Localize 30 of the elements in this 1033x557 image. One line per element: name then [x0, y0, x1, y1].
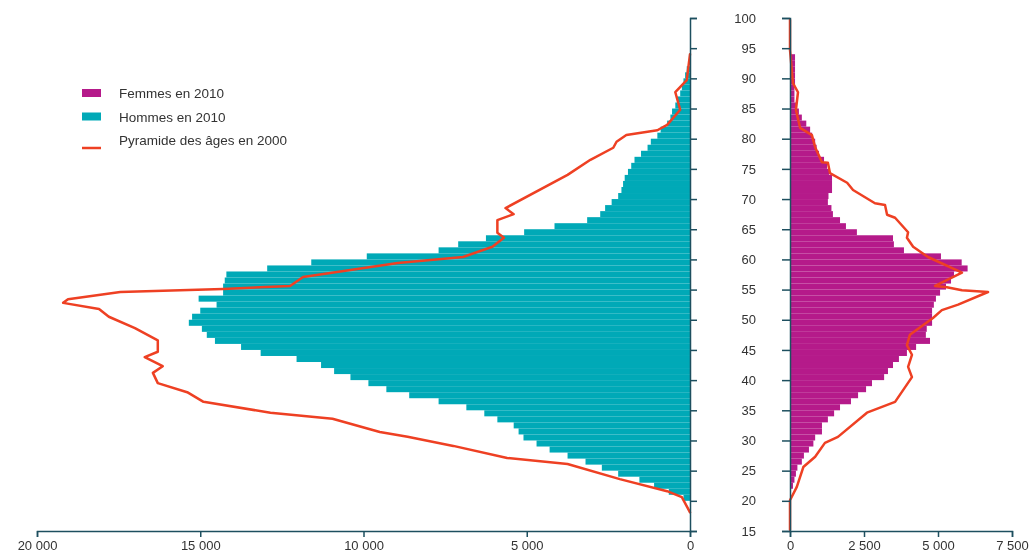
y-tick-label: 85 [741, 101, 756, 117]
x-tick-label: 10 000 [344, 538, 384, 554]
y-tick-label: 35 [741, 402, 756, 418]
y-tick-label: 65 [741, 221, 756, 237]
y-tick-label: 90 [741, 71, 756, 87]
x-tick-label: 5 000 [922, 538, 955, 554]
y-tick-label: 25 [741, 463, 756, 479]
x-tick-label: 0 [686, 538, 695, 554]
y-tick-label: 30 [741, 433, 756, 449]
y-tick-label: 75 [741, 161, 756, 177]
y-tick-label: 45 [741, 342, 756, 358]
x-tick-label: 20 000 [17, 538, 58, 554]
x-tick-label: 15 000 [180, 538, 221, 554]
y-tick-label: 55 [741, 282, 756, 298]
y-tick-label: 100 [734, 10, 756, 26]
y-tick-label: 20 [741, 493, 756, 509]
y-tick-label: 15 [741, 523, 756, 539]
x-tick-label: 0 [786, 538, 795, 554]
y-tick-label: 80 [741, 131, 756, 147]
x-tick-label: 5 000 [510, 538, 544, 554]
y-tick-label: 50 [741, 312, 756, 328]
legend-label: Pyramide des âges en 2000 [119, 133, 288, 148]
y-tick-label: 40 [741, 372, 756, 388]
y-tick-label: 95 [741, 40, 756, 56]
legend-label: Hommes en 2010 [119, 109, 226, 125]
x-tick-label: 7 500 [996, 538, 1029, 554]
x-tick-label: 2 500 [848, 538, 881, 554]
y-tick-label: 60 [741, 252, 756, 268]
y-tick-label: 70 [741, 191, 756, 207]
legend-label: Femmes en 2010 [119, 86, 225, 101]
